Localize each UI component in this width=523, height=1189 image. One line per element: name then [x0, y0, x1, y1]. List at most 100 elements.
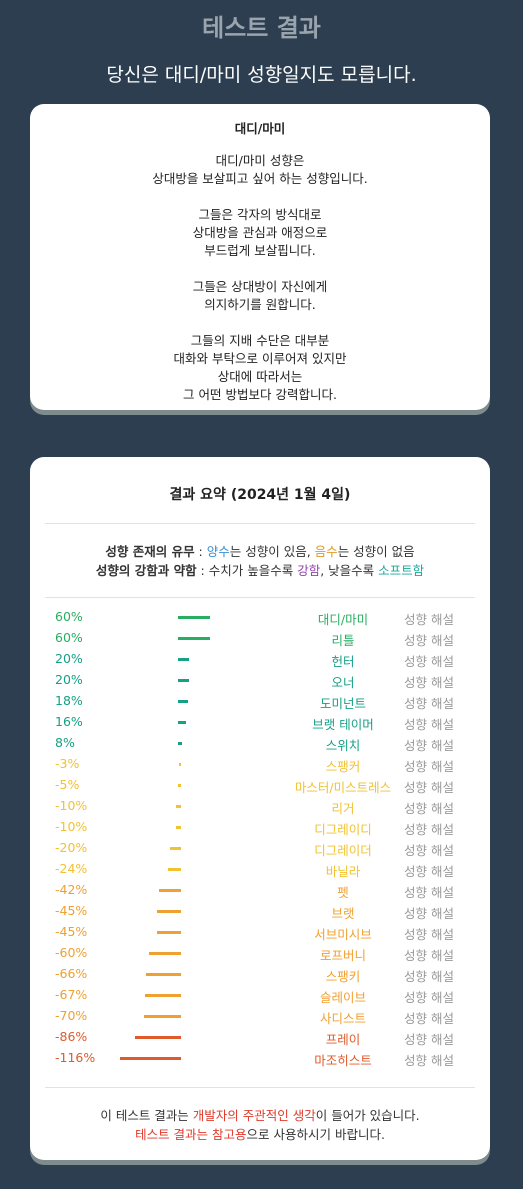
type-label: 스위치 [325, 738, 361, 753]
type-label: 바닐라 [325, 864, 361, 879]
bar [178, 742, 183, 745]
bar [178, 700, 188, 703]
bar [145, 994, 181, 997]
text-segment: 강함 [297, 563, 321, 578]
explain-link[interactable]: 성향 해설 [404, 780, 454, 795]
value-label: -60% [55, 945, 88, 960]
text-segment: 성향 존재의 유무 [105, 544, 195, 559]
bar [158, 889, 181, 892]
result-row: 20% 오너 성향 해설 [30, 670, 490, 690]
value-label: 20% [55, 672, 83, 687]
result-row: -86% 프레이 성향 해설 [30, 1027, 490, 1047]
type-label: 대디/마미 [317, 612, 369, 627]
explain-link[interactable]: 성향 해설 [404, 906, 454, 921]
explain-link[interactable]: 성향 해설 [404, 717, 454, 732]
explain-link[interactable]: 성향 해설 [404, 654, 454, 669]
bar [119, 1057, 181, 1060]
value-label: -10% [55, 798, 88, 813]
result-row: 20% 헌터 성향 해설 [30, 649, 490, 669]
type-label: 슬레이브 [319, 990, 366, 1005]
bar [143, 1015, 181, 1018]
explain-link[interactable]: 성향 해설 [404, 864, 454, 879]
explain-link[interactable]: 성향 해설 [404, 1053, 454, 1068]
explain-link[interactable]: 성향 해설 [404, 633, 454, 648]
type-label: 헌터 [331, 654, 355, 669]
value-label: -10% [55, 819, 88, 834]
text-segment: 이 들어가 있습니다. [315, 1108, 420, 1123]
text-segment: 테스트 결과는 참고용 [135, 1127, 247, 1142]
text-line: 이 테스트 결과는 개발자의 주관적인 생각이 들어가 있습니다. [30, 1105, 490, 1124]
bar [179, 763, 181, 766]
type-label: 스팽커 [325, 759, 361, 774]
divider [45, 597, 475, 598]
bar [157, 910, 181, 913]
paragraph-line: 의지하기를 원합니다. [204, 297, 316, 312]
type-label: 펫 [337, 885, 349, 900]
value-label: 8% [55, 735, 75, 750]
paragraph-line: 그들은 상대방이 자신에게 [192, 279, 328, 294]
explain-link[interactable]: 성향 해설 [404, 1011, 454, 1026]
text-line: 성향의 강함과 약함 : 수치가 높을수록 강함, 낮을수록 소프트함 [30, 560, 490, 579]
explain-link[interactable]: 성향 해설 [404, 822, 454, 837]
value-label: -42% [55, 882, 88, 897]
divider [45, 1087, 475, 1088]
bar [178, 658, 189, 661]
result-row: -66% 스팽키 성향 해설 [30, 964, 490, 984]
value-label: -3% [55, 756, 80, 771]
paragraph: 그들은 각자의 방식대로 상대방을 관심과 애정으로 부드럽게 보살핍니다. [30, 206, 490, 260]
result-row: -5% 마스터/미스트레스 성향 해설 [30, 775, 490, 795]
explain-link[interactable]: 성향 해설 [404, 969, 454, 984]
explain-link[interactable]: 성향 해설 [404, 801, 454, 816]
divider [45, 523, 475, 524]
paragraph-line: 그 어떤 방법보다 강력합니다. [183, 387, 337, 402]
text-line: 성향 존재의 유무 : 양수는 성향이 있음, 음수는 성향이 없음 [30, 541, 490, 560]
explain-link[interactable]: 성향 해설 [404, 675, 454, 690]
description-card: 대디/마미 대디/마미 성향은 상대방을 보살피고 싶어 하는 성향입니다. 그들은… [30, 104, 490, 410]
type-label: 로프버니 [319, 948, 366, 963]
bar [178, 616, 210, 619]
result-row: 60% 대디/마미 성향 해설 [30, 607, 490, 627]
result-row: -10% 리거 성향 해설 [30, 796, 490, 816]
text-segment: , 낮을수록 [320, 563, 379, 578]
explain-link[interactable]: 성향 해설 [404, 612, 454, 627]
bar [146, 973, 181, 976]
title: 테스트 결과 [202, 14, 321, 42]
explain-link[interactable]: 성향 해설 [404, 1032, 454, 1047]
text-segment: 양수 [206, 544, 230, 559]
value-label: -45% [55, 924, 88, 939]
value-label: 60% [55, 609, 83, 624]
value-label: -86% [55, 1029, 88, 1044]
type-label: 도미넌트 [319, 696, 366, 711]
value-label: 20% [55, 651, 83, 666]
result-row: 16% 브랫 테이머 성향 해설 [30, 712, 490, 732]
type-label: 마스터/미스트레스 [294, 780, 392, 795]
type-label: 오너 [331, 675, 355, 690]
text-segment: : 수치가 높을수록 [196, 563, 298, 578]
explain-link[interactable]: 성향 해설 [404, 885, 454, 900]
text-segment: 으로 사용하시기 바랍니다. [246, 1127, 385, 1142]
result-row: -24% 바닐라 성향 해설 [30, 859, 490, 879]
type-label: 브랫 테이머 [312, 717, 374, 732]
type-label: 브랫 [331, 906, 355, 921]
result-row: 18% 도미넌트 성향 해설 [30, 691, 490, 711]
bar [178, 637, 210, 640]
explain-link[interactable]: 성향 해설 [404, 738, 454, 753]
bar [149, 952, 181, 955]
text-segment: 이 테스트 결과는 [100, 1108, 193, 1123]
explain-link[interactable]: 성향 해설 [404, 696, 454, 711]
value-label: -67% [55, 987, 88, 1002]
explain-link[interactable]: 성향 해설 [404, 927, 454, 942]
type-label: 리틀 [331, 633, 355, 648]
explain-link[interactable]: 성향 해설 [404, 948, 454, 963]
paragraph-line: 대화와 부탁으로 이루어져 있지만 [173, 351, 347, 366]
explain-link[interactable]: 성향 해설 [404, 990, 454, 1005]
type-label: 사디스트 [319, 1011, 366, 1026]
explain-link[interactable]: 성향 해설 [404, 759, 454, 774]
paragraph-line: 그들의 지배 수단은 대부분 [190, 333, 330, 348]
value-label: -5% [55, 777, 80, 792]
text-line: 테스트 결과는 참고용으로 사용하시기 바랍니다. [30, 1124, 490, 1143]
value-label: -116% [55, 1050, 96, 1065]
explain-link[interactable]: 성향 해설 [404, 843, 454, 858]
bar [170, 847, 181, 850]
result-row: 8% 스위치 성향 해설 [30, 733, 490, 753]
